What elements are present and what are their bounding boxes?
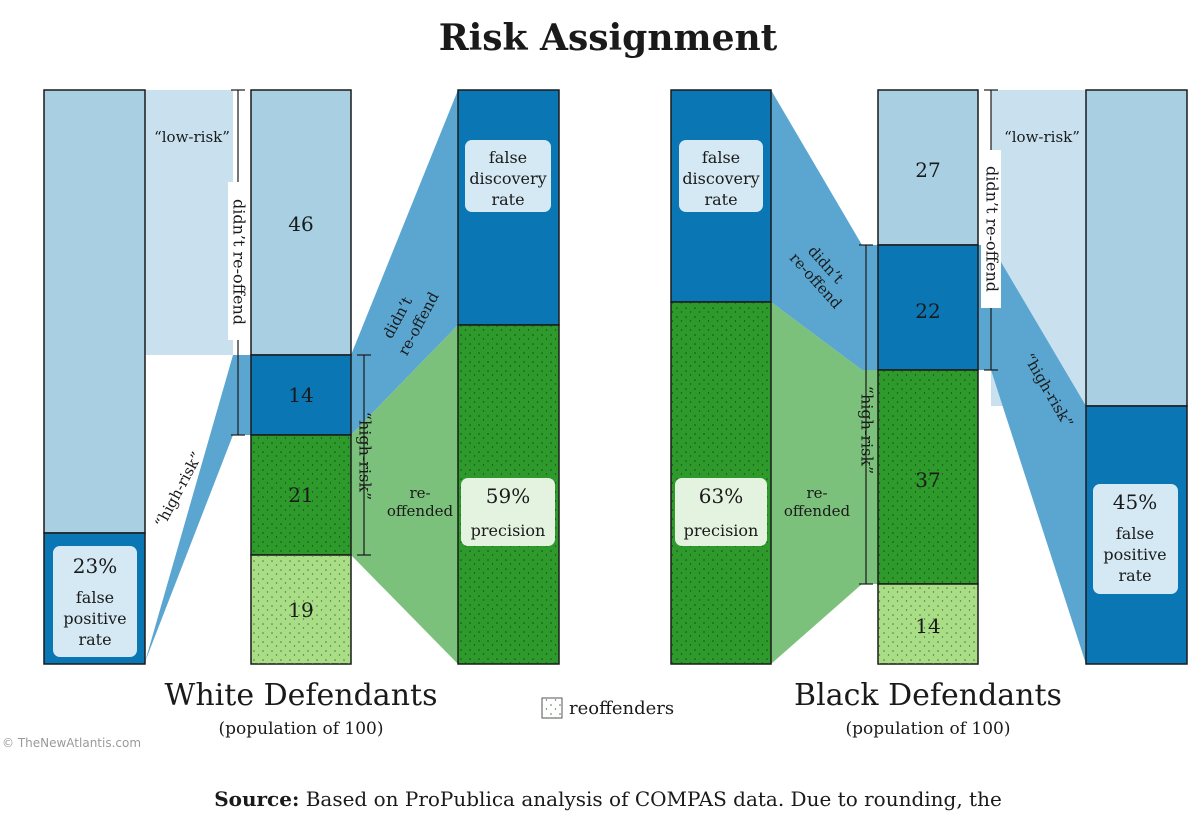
black-fdr-line3: rate: [704, 190, 737, 209]
white-high-risk-bracket-label: “high-risk”: [356, 412, 375, 500]
white-flow-re: re-: [409, 484, 430, 502]
black-precision-label: precision: [684, 521, 759, 540]
white-heading: White Defendants: [165, 678, 438, 713]
source-text: Based on ProPublica analysis of COMPAS d…: [299, 787, 1001, 811]
white-defendants-panel: 23% false positive rate “low-risk” “high…: [43, 89, 560, 739]
white-didnt-reoffend-label: didn’t re-offend: [230, 199, 249, 325]
black-fpr-box: [1093, 484, 1178, 594]
white-fpr-line3: rate: [78, 630, 111, 649]
black-fpr-line3: rate: [1118, 566, 1151, 585]
black-subheading: (population of 100): [845, 719, 1010, 739]
white-subheading: (population of 100): [218, 719, 383, 739]
white-precision-label: precision: [471, 521, 546, 540]
black-fdr-box: [679, 140, 763, 212]
black-mid-didnt-high: [877, 244, 979, 371]
white-mid-didnt-high: [250, 354, 352, 436]
black-right-light-bar: [1085, 89, 1188, 407]
white-num-14: 14: [288, 383, 313, 407]
black-num-22: 22: [915, 299, 940, 323]
black-flow-re: re-: [806, 484, 827, 502]
page-title: Risk Assignment: [439, 17, 778, 59]
white-fdr-line3: rate: [491, 190, 524, 209]
black-precision-pct: 63%: [699, 484, 743, 508]
watermark: © TheNewAtlantis.com: [2, 736, 141, 750]
white-fpr-box: [53, 546, 137, 657]
white-fpr-pct: 23%: [73, 554, 117, 578]
white-fdr-line1: false: [489, 148, 527, 167]
black-low-risk-label: “low-risk”: [1004, 128, 1080, 146]
source-line: Source: Based on ProPublica analysis of …: [214, 787, 1002, 811]
black-fpr-line1: false: [1116, 524, 1154, 543]
black-flow-didnt-reoffend: [771, 90, 878, 370]
black-num-27: 27: [915, 158, 940, 182]
black-high-risk-bracket-label: “high-risk”: [858, 386, 877, 474]
black-fdr-line1: false: [702, 148, 740, 167]
white-num-21: 21: [288, 483, 313, 507]
black-defendants-panel: false discovery rate 63% precision didn’…: [670, 89, 1188, 739]
white-flow-reoffended: [351, 325, 458, 664]
white-flow-offended: offended: [387, 502, 454, 520]
white-fdr-line2: discovery: [469, 169, 546, 188]
black-didnt-reoffend-label: didn’t re-offend: [983, 166, 1002, 292]
black-num-14: 14: [915, 614, 940, 638]
black-fdr-line2: discovery: [682, 169, 759, 188]
black-fpr-pct: 45%: [1113, 490, 1157, 514]
black-flow-reoffended: [771, 302, 878, 664]
black-num-37: 37: [915, 468, 940, 492]
white-flow-high-risk: [145, 355, 251, 662]
black-mid-didnt-low: [877, 89, 979, 246]
black-fpr-line2: positive: [1103, 545, 1166, 564]
white-low-risk-label: “low-risk”: [154, 128, 230, 146]
black-flow-high-risk: [978, 245, 1086, 664]
white-num-46: 46: [288, 212, 313, 236]
white-fpr-line2: positive: [63, 609, 126, 628]
white-precision-box: [461, 478, 555, 546]
black-heading: Black Defendants: [794, 678, 1062, 713]
legend: reoffenders: [541, 697, 674, 719]
black-precision-box: [675, 478, 767, 546]
black-flow-offended: offended: [784, 502, 851, 520]
white-fdr-box: [465, 140, 551, 212]
white-fpr-line1: false: [76, 588, 114, 607]
white-mid-didnt-low: [250, 89, 352, 356]
white-flow-low-risk: [145, 90, 233, 355]
white-num-19: 19: [288, 598, 313, 622]
white-flow-didnt-reoffend: [351, 90, 458, 435]
white-left-light-bar: [43, 89, 146, 534]
legend-label: reoffenders: [569, 698, 674, 719]
white-precision-pct: 59%: [486, 484, 530, 508]
source-bold: Source:: [214, 787, 299, 811]
